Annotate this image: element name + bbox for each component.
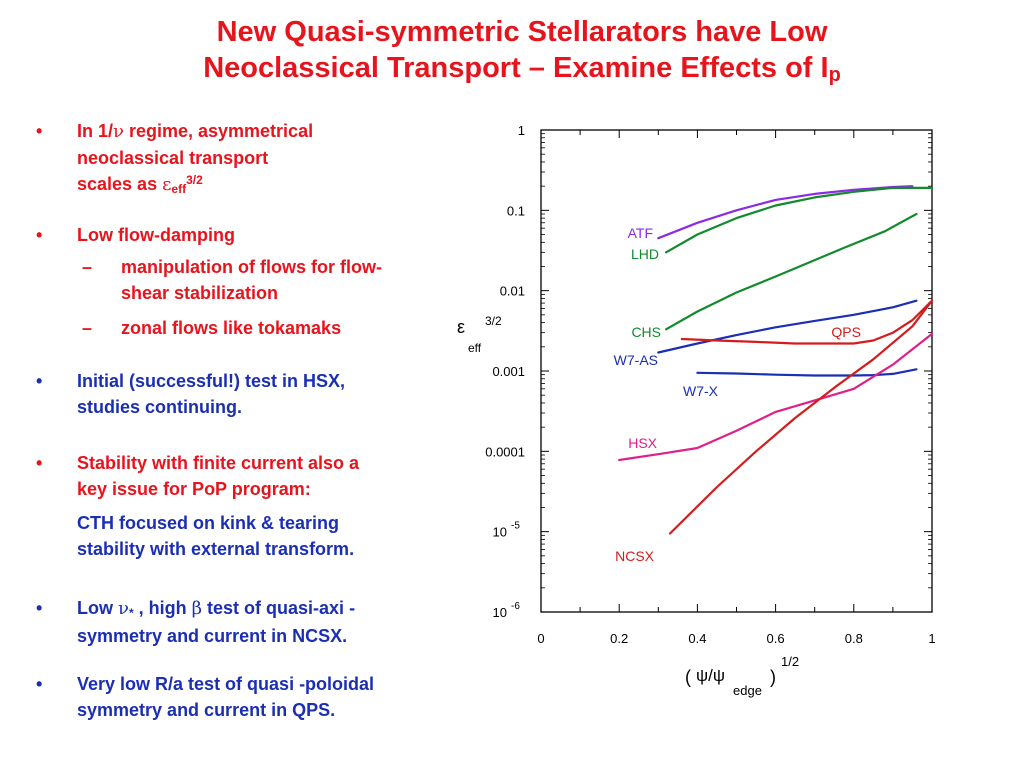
- power-superscript: 3/2: [186, 173, 203, 187]
- detail-line-1: CTH focused on kink & tearing: [77, 513, 340, 533]
- bullet-2-line-1: Low flow-damping: [77, 225, 235, 245]
- bullet-1-line-3: scales as εeff3/2: [77, 171, 477, 199]
- bullet-6-line-1: Very low R/a test of quasi -poloidal: [77, 674, 375, 694]
- bullet-5-line-1: Low ν* , high β test of quasi-axi -: [77, 595, 477, 623]
- bullet-text: In 1/ν regime, asymmetrical neoclassical…: [77, 118, 477, 199]
- x-tick-label: 0.4: [688, 631, 706, 646]
- series-label-chs: CHS: [631, 324, 661, 340]
- y-tick-label-exp: -5: [511, 521, 520, 532]
- bullet-text: Stability with finite current also a key…: [77, 450, 477, 502]
- x-axis-title-symbol: ψ/ψ: [696, 666, 725, 685]
- b1-text-b: regime, asymmetrical: [123, 121, 314, 141]
- nu-symbol: ν: [118, 598, 129, 619]
- y-axis-title: ε 3/2 eff: [457, 314, 502, 355]
- star-subscript: *: [128, 606, 134, 620]
- series-label-ncsx: NCSX: [615, 548, 655, 564]
- x-axis-title-open: (: [685, 667, 691, 687]
- y-tick-label: 0.0001: [485, 444, 525, 459]
- y-tick-label: 0.01: [500, 284, 525, 299]
- b1-text-a: In 1/: [77, 121, 114, 141]
- sub-1-line-2: shear stabilization: [121, 283, 279, 303]
- nu-symbol: ν: [113, 121, 124, 142]
- curve-chs: [665, 212, 918, 331]
- curve-w7-x: [696, 368, 918, 377]
- b1-text-c: scales as: [77, 174, 163, 194]
- x-axis-title-sub: edge: [733, 683, 762, 698]
- bullet-marker: •: [36, 674, 43, 694]
- slide-title: New Quasi-symmetric Stellarators have Lo…: [60, 14, 984, 89]
- b5-text-c: test of quasi-axi -: [202, 598, 356, 618]
- chart-series-labels: ATF LHD CHS W7-AS QPS W7-X HSX NCSX: [614, 225, 861, 564]
- x-tick-label: 1: [928, 631, 935, 646]
- detail-line-2: stability with external transform.: [77, 539, 355, 559]
- bullet-marker: •: [36, 453, 43, 473]
- bullet-marker: •: [36, 225, 43, 245]
- y-tick-label-base: 10: [493, 605, 507, 620]
- sub-2-line-1: zonal flows like tokamaks: [121, 318, 342, 338]
- dash-marker: –: [82, 257, 93, 277]
- y-tick-label-exp: -6: [511, 601, 520, 612]
- bullet-3-line-1: Initial (successful!) test in HSX,: [77, 371, 346, 391]
- series-label-lhd: LHD: [631, 246, 659, 262]
- epsilon-symbol: ε: [162, 174, 172, 195]
- bullet-4-line-1: Stability with finite current also a: [77, 453, 360, 473]
- curve-ncsx: [668, 299, 934, 535]
- eff-subscript: eff: [171, 182, 187, 196]
- x-tick-label: 0.8: [845, 631, 863, 646]
- sub-bullet-text: manipulation of flows for flow- shear st…: [121, 254, 481, 306]
- curve-lhd: [665, 186, 934, 254]
- x-tick-label: 0.6: [767, 631, 785, 646]
- y-tick-label: 1: [518, 123, 525, 138]
- b5-text-b: , high: [133, 598, 192, 618]
- series-label-atf: ATF: [628, 225, 653, 241]
- curve-hsx: [618, 332, 934, 462]
- bullet-text: Initial (successful!) test in HSX, studi…: [77, 368, 477, 420]
- curve-qps: [680, 299, 934, 345]
- bullet-4-line-2: key issue for PoP program:: [77, 479, 311, 499]
- y-axis-title-symbol: ε: [457, 317, 465, 337]
- y-tick-label: 0.1: [507, 203, 525, 218]
- chart-curves: [618, 185, 934, 535]
- bullet-1-line-2: neoclassical transport: [77, 148, 269, 168]
- bullet-text: Very low R/a test of quasi -poloidal sym…: [77, 671, 477, 723]
- sub-bullet-text: zonal flows like tokamaks: [121, 315, 481, 341]
- y-tick-label-base: 10: [493, 525, 507, 540]
- series-label-hsx: HSX: [628, 435, 657, 451]
- title-subscript: p: [828, 64, 841, 86]
- curve-atf: [657, 185, 914, 240]
- sub-1-line-1: manipulation of flows for flow-: [121, 257, 382, 277]
- series-label-w7-as: W7-AS: [614, 352, 658, 368]
- title-line-1: New Quasi-symmetric Stellarators have Lo…: [216, 16, 828, 48]
- y-tick-label: 0.001: [492, 364, 525, 379]
- y-axis-title-sub: eff: [468, 341, 482, 355]
- x-axis-title-sup: 1/2: [781, 654, 799, 669]
- beta-symbol: β: [191, 598, 203, 619]
- bullet-text: Low ν* , high β test of quasi-axi - symm…: [77, 595, 477, 649]
- bullet-text: Low flow-damping: [77, 222, 477, 248]
- title-line-2-text: Neoclassical Transport – Examine Effects…: [203, 52, 829, 84]
- x-tick-label: 0.2: [610, 631, 628, 646]
- bullet-3-line-2: studies continuing.: [77, 397, 242, 417]
- curve-w7-as: [657, 299, 918, 354]
- dash-marker: –: [82, 318, 93, 338]
- title-line-2: Neoclassical Transport – Examine Effects…: [60, 50, 984, 89]
- y-axis-title-sup: 3/2: [485, 314, 502, 328]
- bullet-6-line-2: symmetry and current in QPS.: [77, 700, 336, 720]
- bullet-marker: •: [36, 121, 43, 141]
- series-label-qps: QPS: [831, 324, 861, 340]
- detail-text: CTH focused on kink & tearing stability …: [77, 510, 477, 562]
- bullet-5-line-2: symmetry and current in NCSX.: [77, 626, 348, 646]
- x-axis-title-close: ): [770, 667, 776, 687]
- x-axis-title: ( ψ/ψ edge ) 1/2: [685, 654, 799, 698]
- bullet-marker: •: [36, 371, 43, 391]
- series-label-w7-x: W7-X: [683, 383, 719, 399]
- b5-text-a: Low: [77, 598, 118, 618]
- bullet-1-line-1: In 1/ν regime, asymmetrical: [77, 118, 477, 145]
- plot-frame: [540, 129, 933, 613]
- x-tick-label: 0: [537, 631, 544, 646]
- bullet-marker: •: [36, 598, 43, 618]
